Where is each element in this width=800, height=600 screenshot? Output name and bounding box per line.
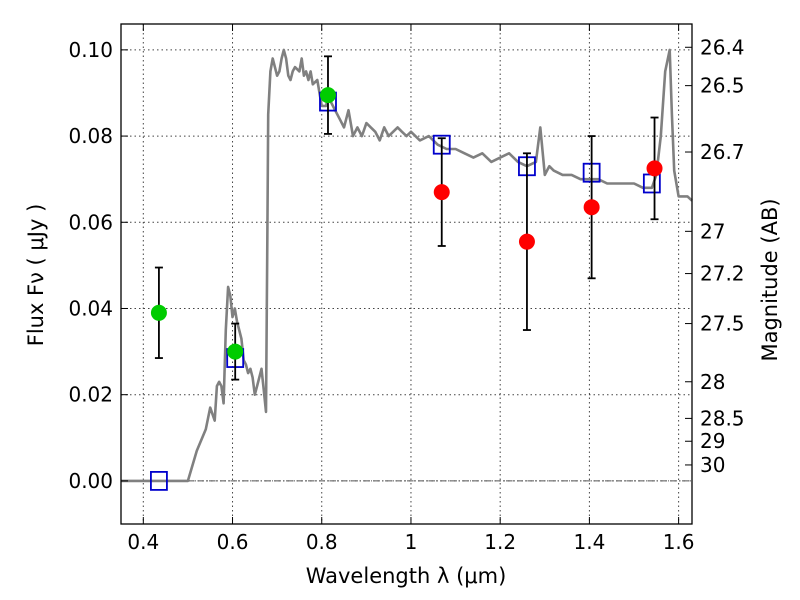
green-data-point	[319, 87, 336, 104]
right-tick-label: 28	[700, 370, 725, 394]
x-axis-label: Wavelength λ (μm)	[306, 564, 507, 588]
x-tick-label: 1.4	[573, 530, 605, 554]
red-data-point	[646, 160, 663, 177]
x-tick-label: 1.6	[663, 530, 695, 554]
plot-frame	[120, 23, 693, 525]
x-tick-label: 1	[405, 530, 418, 554]
right-axis-label: Magnitude (AB)	[758, 198, 782, 361]
plot-area	[121, 48, 693, 491]
red-data-point	[433, 184, 450, 201]
green-data-point	[150, 304, 167, 321]
right-tick-label: 28.5	[700, 406, 745, 430]
y-tick-label: 0.08	[68, 124, 113, 148]
x-tick-label: 1.2	[484, 530, 516, 554]
right-tick-label: 27.5	[700, 312, 745, 336]
y-tick-label: 0.02	[68, 383, 113, 407]
model-band-square	[642, 173, 661, 194]
x-tick-label: 0.8	[306, 530, 338, 554]
y-axis-label: Flux Fν ( μJy )	[24, 204, 48, 347]
y-tick-label: 0.04	[68, 296, 113, 320]
right-tick-label: 30	[700, 453, 725, 477]
x-tick-label: 0.6	[217, 530, 249, 554]
axis-ticks: 0.4 0.6 0.8 1 1.2 1.4 1.6 0.00 0.02 0.04 0.06 0.08 0…	[68, 24, 745, 554]
right-tick-label: 27	[700, 219, 725, 243]
model-band-square	[150, 470, 168, 491]
right-tick-label: 26.7	[700, 140, 745, 164]
red-data-point	[583, 199, 600, 216]
y-tick-label: 0.00	[68, 469, 113, 493]
x-tick-label: 0.4	[127, 530, 159, 554]
green-data-point	[227, 343, 244, 360]
right-tick-label: 27.2	[700, 262, 745, 286]
grid	[121, 24, 692, 524]
red-data-point	[518, 233, 535, 250]
right-tick-label: 26.5	[700, 74, 745, 98]
y-tick-label: 0.06	[68, 210, 113, 234]
right-tick-label: 26.4	[700, 35, 745, 59]
sed-model-line	[121, 48, 693, 483]
y-tick-label: 0.10	[68, 38, 113, 62]
right-tick-label: 29	[700, 429, 725, 453]
